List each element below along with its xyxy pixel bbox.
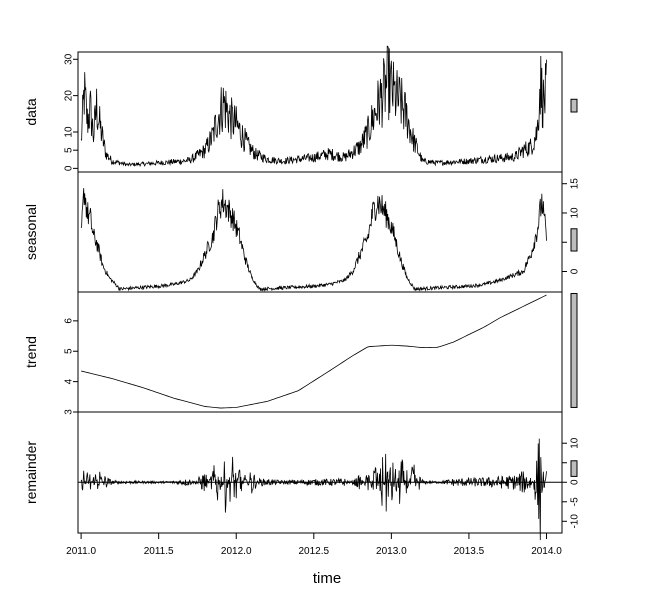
x-tick-label: 2014.0 [531,546,562,557]
data-y-tick-label: 30 [64,53,75,65]
trend-series-line [81,294,547,409]
remainder-scale-bar [570,460,578,477]
seasonal-y-tick-label: 15 [570,178,581,190]
seasonal-y-tick-label: 10 [570,207,581,219]
data-panel-frame [77,51,563,173]
x-tick-label: 2011.0 [66,546,96,557]
remainder-y-tick-label: -10 [570,514,581,529]
x-tick-label: 2012.0 [221,546,252,557]
trend-y-tick-label: 6 [64,318,75,324]
data-y-tick-label: 10 [64,126,75,138]
data-series-line [80,45,547,168]
x-tick-label: 2013.0 [376,546,407,557]
trend-panel-frame [77,291,563,413]
seasonal-scale-bar [570,228,578,252]
trend-y-tick-label: 5 [64,348,75,354]
trend-y-tick-label: 3 [64,409,75,415]
trend-y-tick-label: 4 [64,378,75,384]
data-panel-label: data [23,98,39,125]
remainder-series-line [80,438,547,541]
data-y-tick-label: 20 [64,90,75,102]
trend-panel-label: trend [23,336,39,368]
x-tick-label: 2013.5 [454,546,485,557]
remainder-panel-frame [77,411,563,534]
x-tick-label: 2012.5 [298,546,329,557]
remainder-y-tick-label: -5 [570,497,581,506]
data-y-tick-label: 0 [64,165,75,171]
trend-scale-bar [570,293,578,408]
seasonal-series-line [80,188,547,292]
x-axis-label: time [313,570,341,587]
data-y-tick-label: 5 [64,147,75,153]
seasonal-panel-frame [77,171,563,293]
remainder-y-tick-label: 0 [570,479,581,485]
data-scale-bar [570,98,578,113]
seasonal-panel-label: seasonal [23,204,39,260]
remainder-panel-label: remainder [23,441,39,504]
seasonal-y-tick-label: 0 [570,268,581,274]
x-tick-label: 2011.5 [144,546,174,557]
remainder-y-tick-label: 10 [570,437,581,449]
